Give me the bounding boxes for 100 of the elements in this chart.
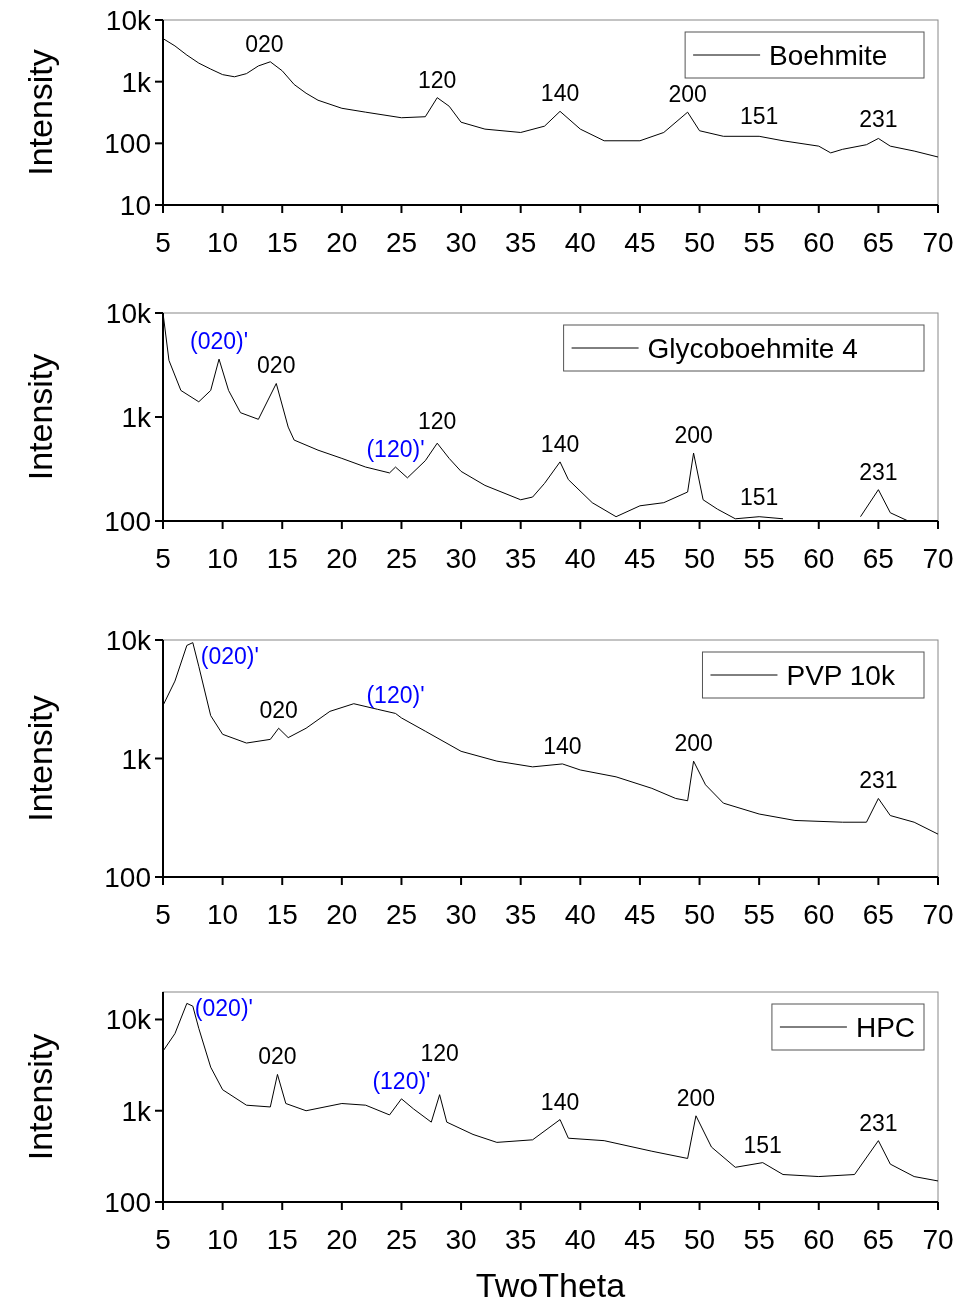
legend-label: HPC — [855, 1012, 916, 1043]
annotation: 120 — [418, 408, 457, 435]
x-tick-label: 30 — [445, 543, 477, 574]
annotation: (120)' — [372, 1067, 431, 1094]
x-tick-label: 20 — [326, 227, 358, 258]
y-tick-label: 100 — [104, 506, 151, 537]
annotation: (020)' — [194, 995, 253, 1021]
y-tick-label: 100 — [104, 862, 151, 893]
x-tick-label: 5 — [155, 899, 171, 930]
x-tick-label: 20 — [326, 1224, 358, 1255]
x-tick-label: 40 — [564, 227, 596, 258]
x-tick-label: 60 — [803, 227, 835, 258]
annotation: 140 — [540, 1088, 580, 1115]
x-axis-title: TwoTheta — [475, 1266, 626, 1301]
annotation: 151 — [739, 103, 779, 130]
x-tick-label: 50 — [683, 899, 716, 930]
x-tick-label: 40 — [564, 1224, 596, 1255]
x-tick-label: 10 — [207, 1224, 239, 1255]
x-tick-label: 50 — [683, 543, 716, 574]
x-tick-label: 35 — [505, 1224, 537, 1255]
x-tick-label: 40 — [564, 543, 596, 574]
annotation: 140 — [540, 80, 580, 107]
x-tick-label: 15 — [266, 1224, 298, 1255]
legend-label: PVP 10k — [786, 660, 896, 691]
annotation: (020)' — [200, 643, 259, 669]
y-tick-label: 10k — [105, 1004, 152, 1036]
x-tick-label: 70 — [922, 543, 954, 574]
annotation: 231 — [859, 767, 898, 794]
annotation: 151 — [743, 1131, 782, 1158]
y-tick-label: 1k — [121, 743, 152, 775]
annotation: 231 — [859, 1109, 898, 1136]
x-tick-label: 55 — [743, 899, 775, 930]
x-tick-label: 55 — [743, 227, 775, 258]
annotation: 140 — [543, 732, 582, 759]
x-tick-label: 65 — [862, 227, 894, 258]
x-tick-label: 55 — [743, 1224, 775, 1255]
annotation: 020 — [257, 352, 296, 379]
y-axis-title: Intensity — [21, 49, 59, 176]
annotation: 020 — [259, 697, 298, 724]
annotation: 200 — [674, 730, 713, 757]
x-tick-label: 65 — [862, 899, 894, 930]
annotation: 151 — [739, 483, 779, 510]
x-tick-label: 20 — [326, 543, 358, 574]
x-tick-label: 60 — [803, 1224, 835, 1255]
y-axis-title: Intensity — [21, 1033, 59, 1161]
x-tick-label: 35 — [505, 227, 537, 258]
x-tick-label: 55 — [743, 543, 775, 574]
legend-label: Boehmite — [769, 40, 888, 71]
annotation: 020 — [245, 30, 284, 57]
x-tick-label: 25 — [385, 899, 418, 930]
x-tick-label: 45 — [624, 899, 656, 930]
x-tick-label: 10 — [207, 899, 239, 930]
y-axis-title: Intensity — [21, 695, 59, 822]
x-tick-label: 10 — [207, 543, 239, 574]
y-tick-label: 10 — [119, 190, 151, 221]
x-tick-label: 5 — [155, 227, 171, 258]
x-tick-label: 30 — [445, 899, 477, 930]
annotation: 120 — [420, 1039, 459, 1066]
annotation: 020 — [258, 1043, 297, 1070]
y-tick-label: 100 — [104, 128, 151, 160]
x-tick-label: 65 — [862, 1224, 894, 1255]
y-tick-label: 1k — [121, 402, 152, 433]
annotation: 200 — [676, 1084, 716, 1111]
y-axis-title: Intensity — [21, 353, 59, 481]
annotation: 200 — [674, 422, 713, 449]
x-tick-label: 15 — [266, 899, 298, 930]
x-tick-label: 45 — [624, 1224, 656, 1255]
x-tick-label: 45 — [624, 227, 656, 258]
x-tick-label: 30 — [445, 1224, 477, 1255]
x-tick-label: 35 — [505, 543, 537, 574]
y-tick-label: 10k — [105, 5, 152, 36]
y-tick-label: 1k — [121, 1095, 152, 1127]
annotation: (120)' — [366, 436, 425, 463]
x-tick-label: 70 — [922, 1224, 954, 1255]
annotation: 120 — [418, 66, 457, 93]
x-tick-label: 70 — [922, 899, 954, 930]
annotation: 200 — [668, 81, 707, 108]
x-tick-label: 60 — [803, 543, 835, 574]
annotation: (020)' — [189, 328, 249, 355]
x-tick-label: 25 — [385, 1224, 418, 1255]
x-tick-label: 65 — [862, 543, 894, 574]
x-tick-label: 5 — [155, 543, 171, 574]
x-tick-label: 15 — [266, 543, 298, 574]
y-tick-label: 1k — [121, 66, 152, 98]
legend-label: Glycoboehmite 4 — [647, 333, 858, 364]
x-tick-label: 50 — [683, 227, 716, 258]
x-tick-label: 25 — [385, 227, 418, 258]
annotation: 140 — [540, 430, 580, 457]
annotation: 231 — [859, 458, 898, 485]
y-tick-label: 100 — [104, 1187, 151, 1218]
y-tick-label: 10k — [105, 298, 152, 329]
x-tick-label: 30 — [445, 227, 477, 258]
annotation: 231 — [859, 106, 898, 133]
x-tick-label: 70 — [922, 227, 954, 258]
y-tick-label: 10k — [105, 625, 152, 656]
x-tick-label: 60 — [803, 899, 835, 930]
x-tick-label: 15 — [266, 227, 298, 258]
annotation: (120)' — [366, 682, 425, 709]
x-tick-label: 35 — [505, 899, 537, 930]
x-tick-label: 5 — [155, 1224, 171, 1255]
